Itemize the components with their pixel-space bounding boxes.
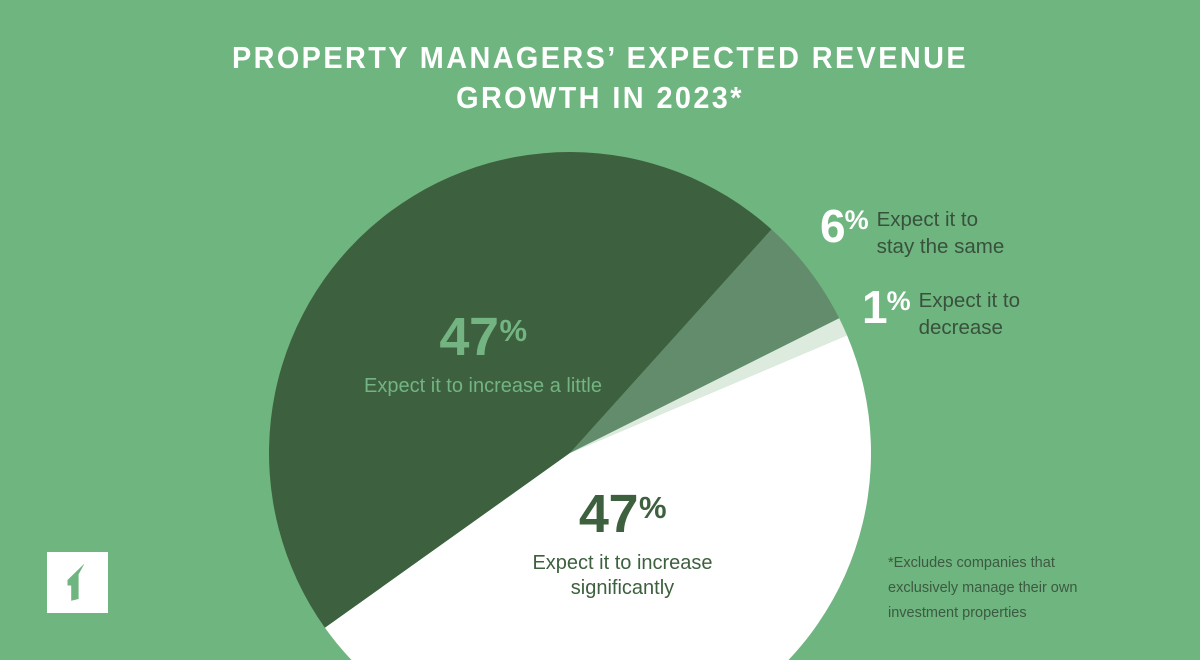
slice-label-increase-a-little: 47% Expect it to increase a little	[363, 306, 603, 399]
pie-slice-decrease[interactable]	[570, 318, 848, 453]
pie-slice-increase-significantly[interactable]	[324, 335, 871, 660]
logo[interactable]	[47, 552, 108, 613]
slice-desc-increase-a-little: Expect it to increase a little	[364, 374, 602, 397]
pie-slice-stay-the-same[interactable]	[570, 229, 840, 453]
title-line-2: Growth in 2023*	[456, 80, 744, 115]
slice-label-increase-significantly: 47% Expect it to increase significantly	[500, 483, 745, 602]
callout-desc-stay-the-same: Expect it to stay the same	[876, 208, 1005, 259]
page-title: Property Managers’ Expected Revenue Grow…	[209, 38, 990, 118]
callout-desc-decrease: Expect it to decrease	[918, 289, 1021, 340]
slice-percent-increase-significantly: 47%	[578, 484, 667, 544]
title-line-1: Property Managers’ Expected Revenue	[231, 40, 969, 75]
callout-percent-decrease: 1%	[862, 281, 911, 333]
footnote: *Excludes companies that exclusively man…	[888, 555, 1078, 621]
callout-stay-the-same: 6% Expect it to stay the same	[820, 203, 1004, 261]
callout-decrease: 1% Expect it to decrease	[862, 284, 1020, 342]
slice-desc-increase-significantly: Expect it to increase significantly	[532, 551, 713, 600]
slice-percent-increase-a-little: 47%	[439, 307, 527, 367]
callout-percent-stay-the-same: 6%	[820, 200, 869, 252]
pie-slice-increase-a-little[interactable]	[269, 152, 772, 628]
buildium-logo-icon	[67, 563, 85, 601]
